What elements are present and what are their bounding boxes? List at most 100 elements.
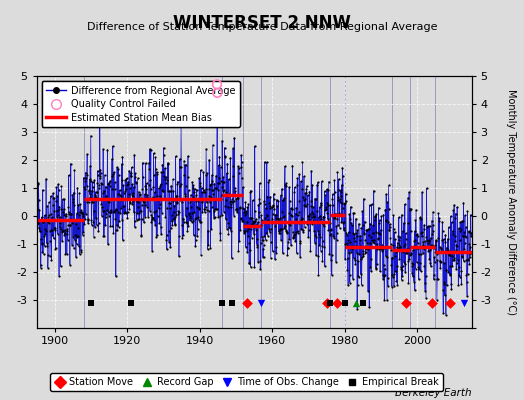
Point (100, 233, 108, 239)
Point (263, 159, 271, 166)
Point (425, 237, 433, 244)
Point (213, 90, 222, 96)
Point (253, 222, 261, 228)
Point (449, 207, 457, 213)
Point (452, 266, 461, 272)
Point (382, 191, 390, 197)
Point (45, 220, 53, 226)
Point (348, 276, 357, 282)
Point (304, 192, 312, 198)
Point (231, 185, 239, 191)
Point (59, 208, 67, 215)
Point (354, 282, 362, 288)
Point (154, 196, 162, 202)
Point (69, 233, 78, 240)
Point (463, 292, 471, 299)
Point (347, 220, 356, 226)
Point (150, 209, 158, 216)
Point (153, 171, 161, 177)
Text: Berkeley Earth: Berkeley Earth (395, 388, 472, 398)
Point (73, 210, 81, 217)
Point (128, 201, 137, 208)
Point (387, 241, 395, 247)
Point (219, 179, 227, 185)
Point (428, 218, 436, 224)
Point (142, 186, 150, 192)
Point (405, 256, 413, 262)
Point (81, 169, 90, 176)
Point (329, 191, 337, 197)
Point (157, 231, 165, 238)
Point (119, 190, 128, 196)
Point (403, 220, 412, 226)
Point (107, 156, 116, 162)
Point (305, 188, 313, 195)
Point (343, 231, 352, 238)
Point (49, 195, 58, 202)
Point (207, 181, 215, 187)
Point (444, 247, 452, 254)
Point (343, 240, 351, 246)
Point (99, 208, 107, 214)
Point (210, 215, 218, 221)
Point (183, 228, 192, 234)
Point (274, 216, 282, 223)
Point (184, 223, 192, 230)
Point (47, 256, 56, 263)
Point (287, 212, 296, 218)
Point (68, 192, 77, 198)
Point (336, 196, 344, 202)
Point (388, 284, 396, 290)
Point (259, 242, 268, 248)
Point (56, 224, 64, 230)
Point (91, 224, 99, 230)
Point (248, 220, 257, 227)
Point (451, 215, 460, 222)
Point (320, 188, 329, 194)
Point (161, 214, 170, 220)
Point (150, 217, 159, 223)
Point (44, 251, 52, 258)
Point (394, 245, 402, 251)
Point (235, 165, 243, 172)
Point (252, 222, 260, 228)
Point (83, 216, 92, 222)
Point (152, 168, 161, 175)
Point (32, 205, 41, 211)
Point (383, 254, 391, 261)
Point (102, 211, 111, 217)
Point (60, 196, 68, 202)
Point (395, 237, 403, 244)
Point (199, 169, 208, 175)
Point (120, 203, 128, 210)
Point (208, 178, 216, 184)
Point (224, 204, 232, 210)
Point (308, 214, 316, 220)
Point (270, 196, 278, 202)
Point (431, 249, 439, 256)
Point (429, 228, 438, 234)
Point (111, 206, 119, 212)
Point (434, 235, 442, 241)
Point (226, 199, 234, 205)
Point (90, 177, 99, 183)
Point (49, 202, 57, 208)
Point (35, 197, 43, 203)
Point (291, 210, 300, 217)
Point (142, 194, 150, 201)
Point (225, 176, 233, 182)
Point (336, 193, 345, 199)
Point (209, 142, 217, 148)
Point (329, 202, 337, 208)
Point (250, 143, 259, 149)
Point (258, 217, 266, 224)
Point (137, 233, 146, 240)
Point (428, 230, 436, 237)
Point (152, 193, 161, 200)
Point (147, 147, 155, 153)
Point (449, 228, 457, 234)
Point (115, 218, 124, 224)
Point (384, 282, 392, 289)
Point (198, 209, 206, 215)
Point (122, 209, 130, 216)
